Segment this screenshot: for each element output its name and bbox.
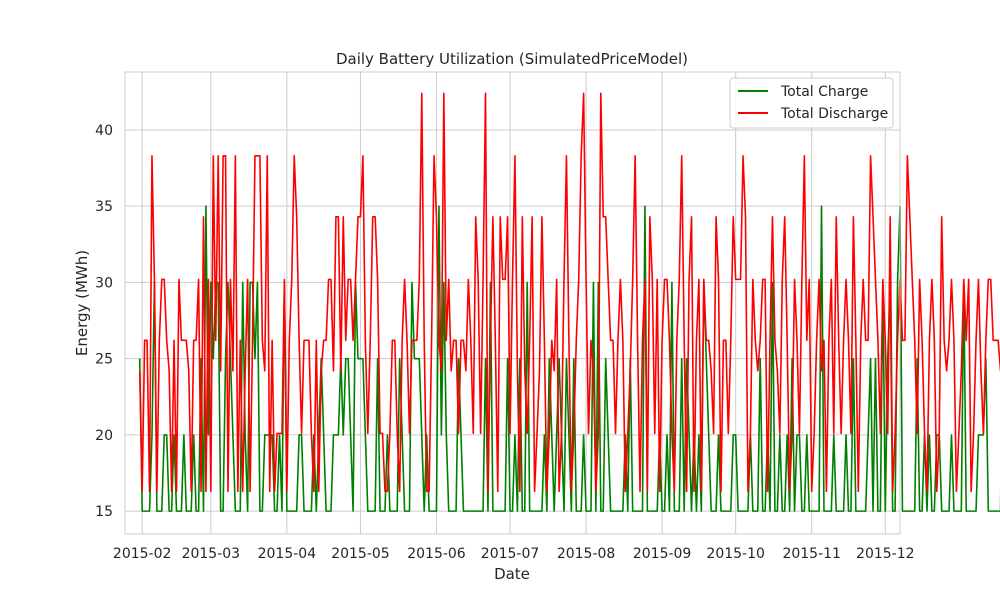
x-tick-label: 2015-08 <box>557 546 616 562</box>
y-axis-title: Energy (MWh) <box>73 250 91 356</box>
x-tick-labels: 2015-02 2015-03 2015-04 2015-05 2015-06 2015-… <box>113 546 915 562</box>
x-tick-label: 2015-09 <box>633 546 692 562</box>
x-tick-label: 2015-06 <box>407 546 466 562</box>
series-line-total-discharge <box>138 92 1000 493</box>
y-tick-label: 35 <box>95 199 113 215</box>
y-tick-label: 20 <box>95 428 113 444</box>
legend-box <box>729 77 894 129</box>
x-tick-label: 2015-04 <box>258 546 317 562</box>
x-tick-label: 2015-07 <box>481 546 540 562</box>
y-tick-label: 40 <box>95 123 113 139</box>
plot-frame <box>124 71 901 535</box>
y-tick-label: 15 <box>95 504 113 520</box>
x-axis-title: Date <box>494 565 530 583</box>
y-tick-label: 25 <box>95 352 113 368</box>
chart-title: Daily Battery Utilization (SimulatedPric… <box>336 50 688 68</box>
y-tick-label: 30 <box>95 275 113 291</box>
x-tick-label: 2015-05 <box>331 546 390 562</box>
series-lines <box>138 92 1000 512</box>
y-tick-labels: 15 20 25 30 35 40 <box>95 123 113 520</box>
x-tick-label: 2015-02 <box>113 546 172 562</box>
x-tick-label: 2015-10 <box>706 546 765 562</box>
x-tick-label: 2015-12 <box>856 546 915 562</box>
legend: Total Charge Total Discharge <box>729 77 894 129</box>
x-tick-label: 2015-11 <box>782 546 841 562</box>
legend-label-total-charge: Total Charge <box>780 84 868 100</box>
legend-label-total-discharge: Total Discharge <box>780 106 888 122</box>
x-tick-label: 2015-03 <box>182 546 241 562</box>
